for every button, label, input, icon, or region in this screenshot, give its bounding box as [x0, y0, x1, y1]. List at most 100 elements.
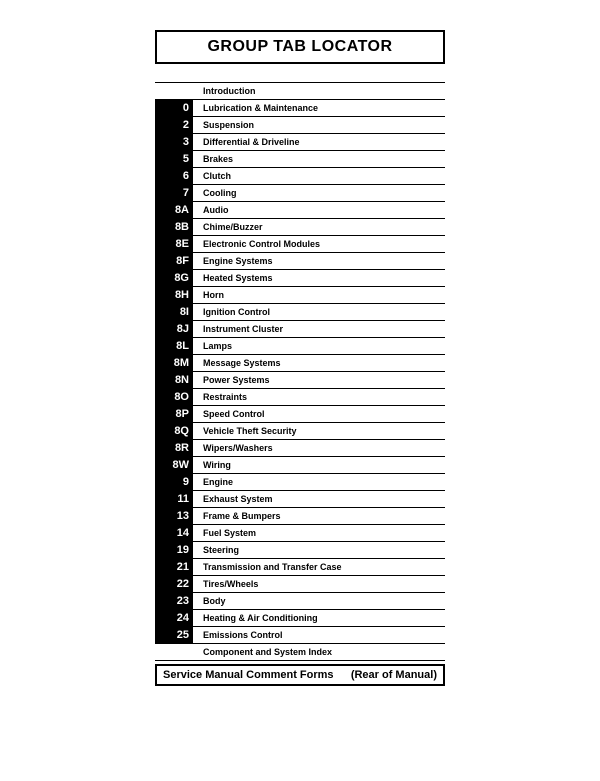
toc-row: 8JInstrument Cluster [155, 320, 445, 338]
tab-number: 8N [155, 372, 193, 388]
tab-number: 9 [155, 474, 193, 490]
tab-number: 8W [155, 457, 193, 473]
tab-number: 24 [155, 610, 193, 626]
row-title: Lubrication & Maintenance [193, 100, 445, 116]
tab-number: 8J [155, 321, 193, 337]
row-title: Brakes [193, 151, 445, 167]
row-title: Message Systems [193, 355, 445, 371]
tab-number: 11 [155, 491, 193, 507]
toc-row: 5Brakes [155, 150, 445, 168]
row-title: Lamps [193, 338, 445, 354]
toc-row: 8AAudio [155, 201, 445, 219]
tab-number: 8O [155, 389, 193, 405]
tab-number: 25 [155, 627, 193, 643]
row-title: Differential & Driveline [193, 134, 445, 150]
toc-row: 19Steering [155, 541, 445, 559]
tab-number: 8E [155, 236, 193, 252]
row-title: Heated Systems [193, 270, 445, 286]
row-title: Vehicle Theft Security [193, 423, 445, 439]
toc-row: 6Clutch [155, 167, 445, 185]
toc-table: Introduction0Lubrication & Maintenance2S… [155, 82, 445, 661]
tab-number: 8R [155, 440, 193, 456]
toc-row: 14Fuel System [155, 524, 445, 542]
row-title: Fuel System [193, 525, 445, 541]
tab-number: 5 [155, 151, 193, 167]
tab-number: 8F [155, 253, 193, 269]
tab-number: 8H [155, 287, 193, 303]
tab-number: 8P [155, 406, 193, 422]
tab-number [155, 83, 193, 99]
tab-number: 8I [155, 304, 193, 320]
page-title: GROUP TAB LOCATOR [155, 30, 445, 64]
toc-row: 21Transmission and Transfer Case [155, 558, 445, 576]
row-title: Component and System Index [193, 644, 445, 660]
toc-row: 8WWiring [155, 456, 445, 474]
tab-number: 3 [155, 134, 193, 150]
tab-number: 8G [155, 270, 193, 286]
toc-row: 8MMessage Systems [155, 354, 445, 372]
toc-row: 11Exhaust System [155, 490, 445, 508]
row-title: Engine [193, 474, 445, 490]
row-title: Heating & Air Conditioning [193, 610, 445, 626]
toc-row: 8FEngine Systems [155, 252, 445, 270]
tab-number [155, 644, 193, 660]
tab-number: 8Q [155, 423, 193, 439]
tab-number: 0 [155, 100, 193, 116]
row-title: Power Systems [193, 372, 445, 388]
toc-row: Introduction [155, 82, 445, 100]
toc-row: 8QVehicle Theft Security [155, 422, 445, 440]
row-title: Clutch [193, 168, 445, 184]
toc-row: 8IIgnition Control [155, 303, 445, 321]
toc-row: 8HHorn [155, 286, 445, 304]
tab-number: 13 [155, 508, 193, 524]
tab-number: 19 [155, 542, 193, 558]
toc-row: 3Differential & Driveline [155, 133, 445, 151]
row-title: Cooling [193, 185, 445, 201]
toc-row: 23Body [155, 592, 445, 610]
toc-row: 25Emissions Control [155, 626, 445, 644]
tab-number: 22 [155, 576, 193, 592]
toc-row: 8PSpeed Control [155, 405, 445, 423]
tab-number: 2 [155, 117, 193, 133]
toc-row: 9Engine [155, 473, 445, 491]
row-title: Suspension [193, 117, 445, 133]
row-title: Exhaust System [193, 491, 445, 507]
toc-row: 8NPower Systems [155, 371, 445, 389]
tab-number: 6 [155, 168, 193, 184]
footer-right: (Rear of Manual) [351, 669, 437, 681]
toc-row: 2Suspension [155, 116, 445, 134]
toc-row: 8LLamps [155, 337, 445, 355]
row-title: Ignition Control [193, 304, 445, 320]
tab-number: 21 [155, 559, 193, 575]
tab-number: 23 [155, 593, 193, 609]
row-title: Chime/Buzzer [193, 219, 445, 235]
row-title: Transmission and Transfer Case [193, 559, 445, 575]
document-page: GROUP TAB LOCATOR Introduction0Lubricati… [0, 0, 600, 716]
row-title: Audio [193, 202, 445, 218]
row-title: Electronic Control Modules [193, 236, 445, 252]
tab-number: 8M [155, 355, 193, 371]
row-title: Tires/Wheels [193, 576, 445, 592]
row-title: Horn [193, 287, 445, 303]
toc-row: 8BChime/Buzzer [155, 218, 445, 236]
toc-row: 8RWipers/Washers [155, 439, 445, 457]
tab-number: 8L [155, 338, 193, 354]
toc-row: 24Heating & Air Conditioning [155, 609, 445, 627]
toc-row: Component and System Index [155, 643, 445, 661]
row-title: Speed Control [193, 406, 445, 422]
toc-row: 7Cooling [155, 184, 445, 202]
footer-row: Service Manual Comment Forms (Rear of Ma… [155, 664, 445, 686]
toc-row: 8ORestraints [155, 388, 445, 406]
row-title: Steering [193, 542, 445, 558]
tab-number: 7 [155, 185, 193, 201]
toc-row: 8EElectronic Control Modules [155, 235, 445, 253]
toc-row: 22Tires/Wheels [155, 575, 445, 593]
title-text: GROUP TAB LOCATOR [207, 38, 392, 55]
row-title: Wipers/Washers [193, 440, 445, 456]
footer-left: Service Manual Comment Forms [163, 669, 334, 681]
toc-row: 0Lubrication & Maintenance [155, 99, 445, 117]
tab-number: 14 [155, 525, 193, 541]
row-title: Emissions Control [193, 627, 445, 643]
row-title: Engine Systems [193, 253, 445, 269]
row-title: Instrument Cluster [193, 321, 445, 337]
